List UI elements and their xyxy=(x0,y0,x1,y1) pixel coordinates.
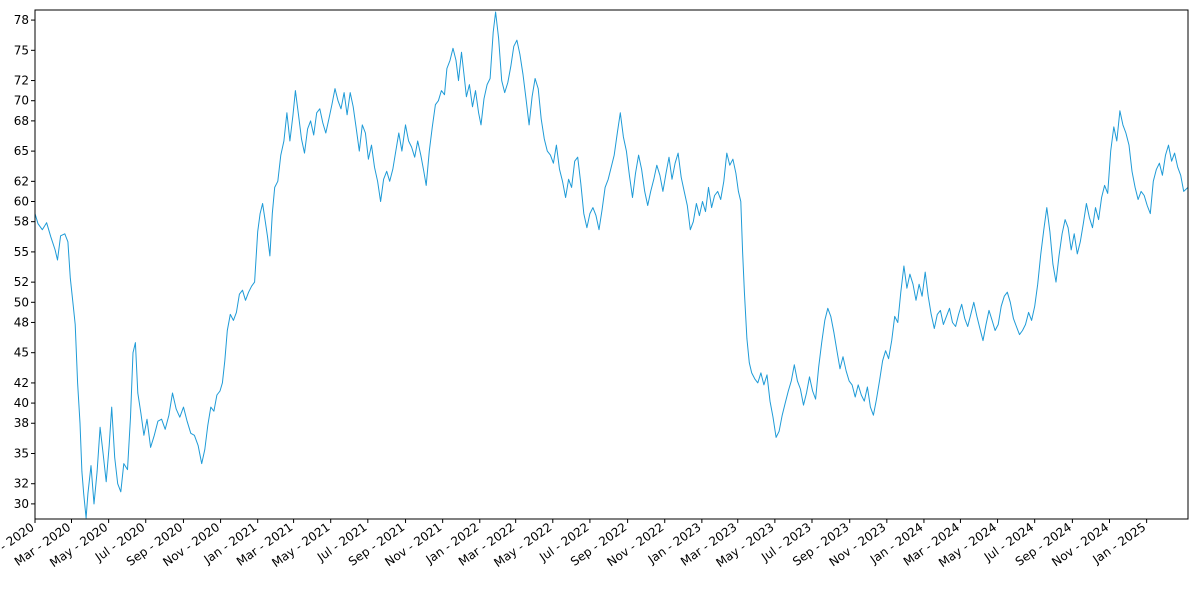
y-tick-label: 70 xyxy=(14,94,29,108)
y-tick-label: 45 xyxy=(14,346,29,360)
y-tick-label: 30 xyxy=(14,497,29,511)
y-tick-label: 72 xyxy=(14,74,29,88)
y-tick-label: 68 xyxy=(14,114,29,128)
y-tick-label: 75 xyxy=(14,43,29,57)
y-tick-label: 78 xyxy=(14,13,29,27)
y-tick-label: 32 xyxy=(14,477,29,491)
y-tick-label: 35 xyxy=(14,446,29,460)
y-tick-label: 52 xyxy=(14,275,29,289)
series-line xyxy=(34,11,1189,519)
plot-frame xyxy=(34,9,1189,520)
y-tick-label: 40 xyxy=(14,396,29,410)
y-tick-label: 42 xyxy=(14,376,29,390)
plot-background xyxy=(35,10,1188,519)
y-tick-label: 62 xyxy=(14,174,29,188)
y-tick-label: 48 xyxy=(14,315,29,329)
y-axis: 30 32 35 38 40 42 45 48 50 52 55 58 60 62 65 68 70 72 75 78 xyxy=(14,13,35,511)
y-tick-label: 50 xyxy=(14,295,29,309)
y-tick-label: 55 xyxy=(14,245,29,259)
y-tick-label: 58 xyxy=(14,215,29,229)
y-tick-label: 38 xyxy=(14,416,29,430)
series-layer xyxy=(34,11,1189,519)
y-tick-label: 65 xyxy=(14,144,29,158)
y-tick-label: 60 xyxy=(14,195,29,209)
